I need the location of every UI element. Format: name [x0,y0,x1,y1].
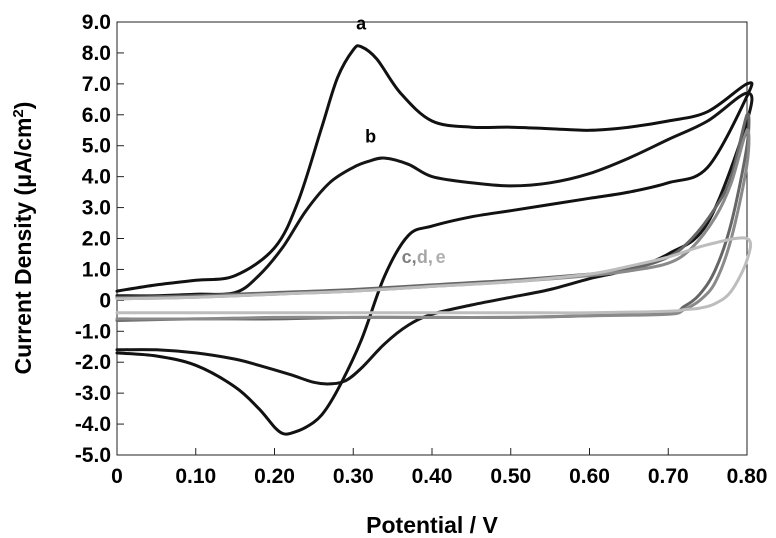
x-tick-label: 0.10 [175,465,216,488]
y-tick-label: 5.0 [82,135,111,158]
y-axis-title: Current Density (μA/cm2) [10,102,36,375]
y-tick-label: -1.0 [75,320,111,343]
curve-label: e [436,247,446,267]
y-tick-label: 1.0 [82,258,111,281]
plot-frame [116,21,748,456]
x-tick-label: 0.50 [490,465,531,488]
y-tick-label: -5.0 [75,444,111,467]
series-layer [115,44,754,436]
series-line-a [115,44,754,436]
x-tick-label: 0.60 [569,465,610,488]
y-axis-title-main: Current Density (μA/cm [10,118,36,375]
y-tick-label: 9.0 [82,11,111,34]
x-axis-ticks: 0 0.10 0.20 0.30 0.40 0.50 0.60 0.70 0.80 [111,448,767,488]
x-axis-title: Potential / V [366,512,498,538]
curve-label: c, [402,247,417,267]
curve-label: d, [417,247,433,267]
x-tick-label: 0.20 [254,465,295,488]
y-tick-label: 2.0 [82,228,111,251]
y-tick-label: 8.0 [82,42,111,65]
y-tick-label: 6.0 [82,104,111,127]
y-axis-title-superscript: 2 [10,109,27,117]
x-tick-label: 0.40 [412,465,453,488]
x-tick-label: 0.30 [333,465,374,488]
curve-label: b [365,127,376,147]
y-axis-title-end: ) [10,102,36,110]
series-line-e [115,236,753,315]
x-tick-label: 0.70 [648,465,689,488]
series-line-b [115,91,754,386]
curve-labels: a b c, d, e [356,14,446,268]
x-tick-label: 0.80 [727,465,768,488]
y-tick-label: 7.0 [82,73,111,96]
y-tick-label: -4.0 [75,413,111,436]
y-axis-ticks: 9.0 8.0 7.0 6.0 5.0 4.0 3.0 2.0 1.0 0 -1.0 -2.0 -3.0… [75,11,124,467]
x-tick-label: 0 [111,465,123,488]
y-tick-label: 4.0 [82,166,111,189]
y-tick-label: 3.0 [82,197,111,220]
y-tick-label: -2.0 [75,351,111,374]
y-tick-label: -3.0 [75,382,111,405]
curve-label: a [356,14,367,34]
y-tick-label: 0 [99,289,111,312]
